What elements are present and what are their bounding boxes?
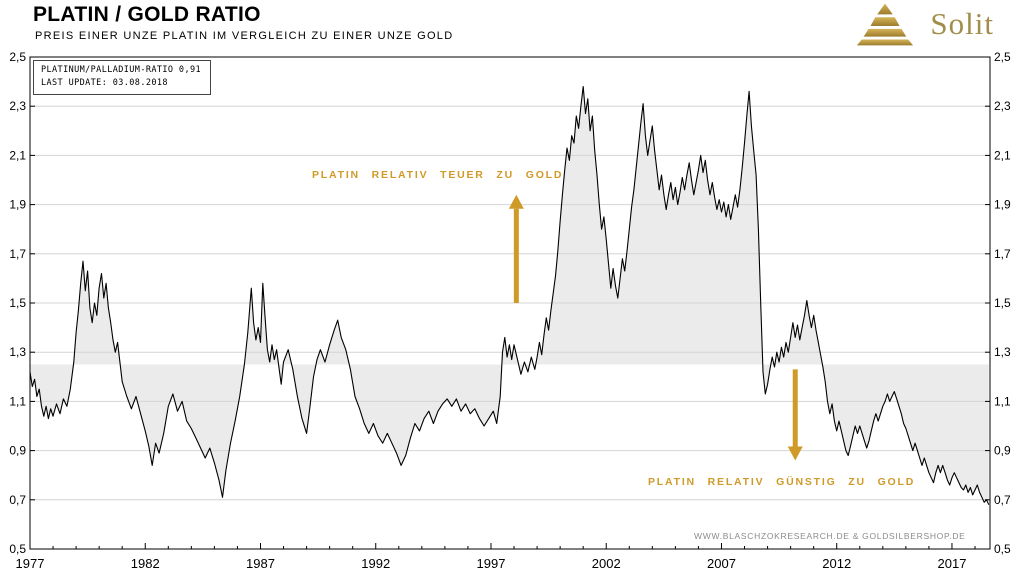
chart-info-box: PLATINUM/PALLADIUM-RATIO 0,91 LAST UPDAT… [33,60,212,96]
y-axis-label-left: 1,5 [9,296,26,310]
info-line-ratio: PLATINUM/PALLADIUM-RATIO 0,91 [41,65,202,75]
arrow-up-icon [508,194,524,303]
y-axis-label-right: 0,7 [994,493,1011,507]
y-axis-label-left: 0,9 [9,444,26,458]
gridlines [30,105,990,501]
y-axis-label-right: 2,5 [994,50,1011,64]
y-axis-label-right: 2,3 [994,99,1011,113]
annotation-teuer: PLATIN RELATIV TEUER ZU GOLD [312,169,564,181]
page-subtitle: PREIS EINER UNZE PLATIN IM VERGLEICH ZU … [35,30,454,42]
x-axis-label: 1997 [477,556,506,571]
x-axis-label: 1982 [131,556,160,571]
y-axis-label-right: 0,9 [994,444,1011,458]
y-axis-label-left: 1,7 [9,247,26,261]
x-axis-label: 2017 [938,556,967,571]
solit-pyramid-icon [857,3,914,46]
watermark: WWW.BLASCHZOKRESEARCH.DE & GOLDSILBERSHO… [694,531,966,541]
x-axis: 1977 1982 1987 1992 1997 2002 2007 2012 2017 [16,543,976,571]
x-axis-label: 1992 [361,556,390,571]
y-axis-label-right: 0,5 [994,542,1011,556]
y-axis-label-right: 1,1 [994,394,1011,408]
y-axis-label-right: 1,7 [994,247,1011,261]
y-axis-label-right: 1,3 [994,345,1011,359]
y-axis: 0,5 0,5 0,7 0,7 0,9 0,9 1,1 1,1 1,3 1,3 1,5 1,5 1,7 1… [9,50,1011,556]
y-axis-label-left: 1,9 [9,198,26,212]
x-axis-label: 1977 [16,556,45,571]
annotation-guenstig: PLATIN RELATIV GÜNSTIG ZU GOLD [648,476,916,488]
ratio-line [29,85,990,505]
info-line-update: LAST UPDATE: 03.08.2018 [41,78,168,89]
x-axis-label: 2012 [822,556,851,571]
ratio-area-fill [30,86,989,505]
y-axis-label-left: 0,7 [9,493,26,507]
page-title: PLATIN / GOLD RATIO [33,3,261,26]
y-axis-label-right: 1,9 [994,198,1011,212]
solit-logo: Solit [854,2,994,46]
y-axis-label-left: 1,1 [9,394,26,408]
y-axis-label-left: 2,3 [9,99,26,113]
arrow-down-icon [787,369,803,461]
y-axis-label-right: 1,5 [994,296,1011,310]
y-axis-label-left: 1,3 [9,345,26,359]
solit-logo-text: Solit [930,6,994,41]
y-axis-label-left: 0,5 [9,542,26,556]
y-axis-label-left: 2,1 [9,148,26,162]
y-axis-label-left: 2,5 [9,50,26,64]
x-axis-label: 2007 [707,556,736,571]
x-axis-label: 1987 [246,556,275,571]
y-axis-label-right: 2,1 [994,148,1011,162]
x-axis-label: 2002 [592,556,621,571]
